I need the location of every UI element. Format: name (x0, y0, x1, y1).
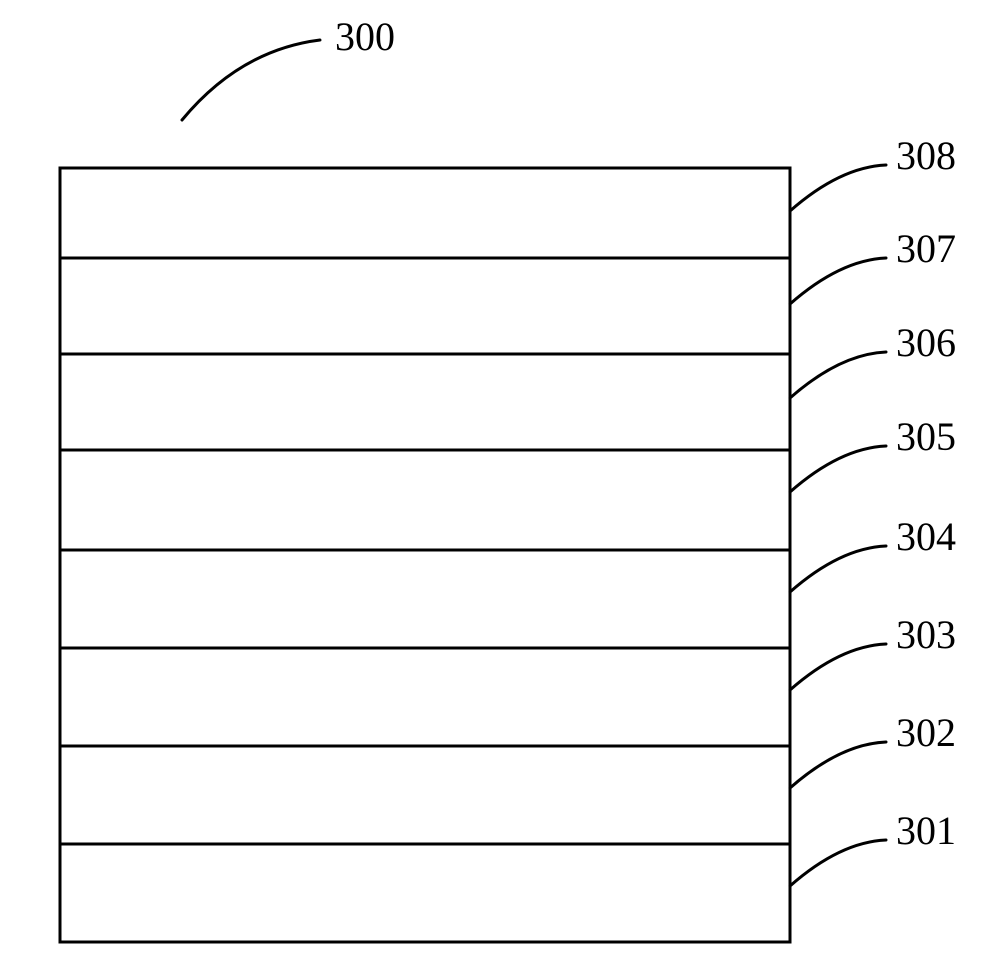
background (0, 0, 1000, 960)
layer-label: 301 (896, 808, 956, 853)
title-label: 300 (335, 14, 395, 59)
layer-label: 303 (896, 612, 956, 657)
layer-label: 302 (896, 710, 956, 755)
layer-label: 306 (896, 320, 956, 365)
layer-label: 308 (896, 133, 956, 178)
layer-label: 307 (896, 226, 956, 271)
layer-label: 305 (896, 414, 956, 459)
layer-label: 304 (896, 514, 956, 559)
diagram-canvas: 300 308 307 306 305 304 303 302 301 (0, 0, 1000, 960)
